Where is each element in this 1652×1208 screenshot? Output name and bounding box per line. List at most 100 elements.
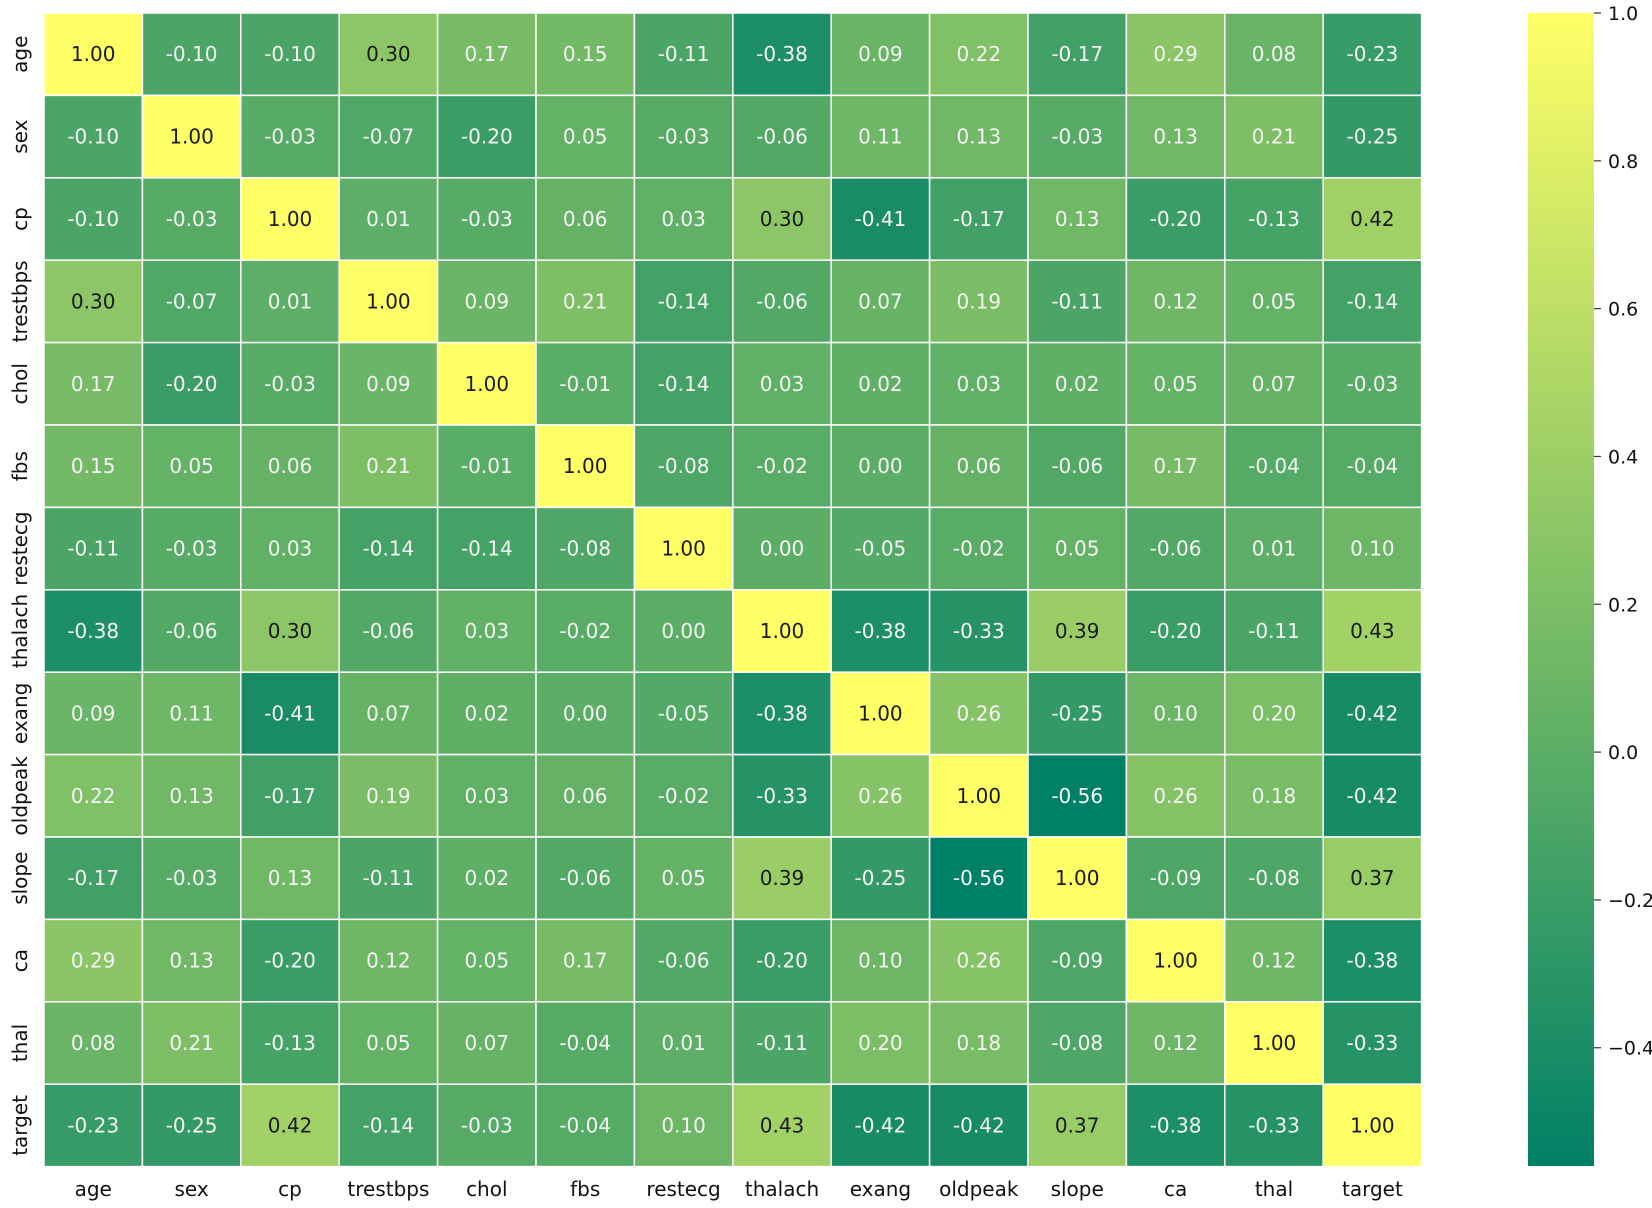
heatmap-cell: [240, 424, 340, 509]
heatmap-cell-value: -0.17: [953, 207, 1005, 231]
heatmap-cell: [1027, 341, 1128, 426]
heatmap-cell: [240, 177, 340, 261]
heatmap-cell-value: -0.14: [1347, 289, 1399, 313]
heatmap-cell-value: -0.42: [1347, 701, 1399, 725]
heatmap-cell: [633, 671, 734, 756]
heatmap-cell-value: -0.56: [953, 866, 1005, 890]
heatmap-cell-value: 0.00: [661, 619, 706, 643]
heatmap-cell: [43, 753, 144, 838]
heatmap-cell-value: 0.21: [563, 289, 608, 313]
heatmap-cell: [1322, 259, 1423, 344]
colorbar: [1528, 13, 1594, 1166]
y-tick-label: fbs: [8, 451, 32, 481]
heatmap-cell-value: 0.05: [1153, 372, 1198, 396]
colorbar-tick-labels: 1.0 0.8 0.6 0.4 0.2 0.0 −0.2 −0.4: [1594, 3, 1652, 1060]
heatmap-cell: [436, 259, 537, 344]
heatmap-cell: [338, 94, 439, 179]
heatmap-cell-value: 0.18: [957, 1031, 1002, 1055]
heatmap-cell: [830, 1083, 931, 1168]
heatmap-cell: [240, 753, 340, 838]
colorbar-tick-label: 0.2: [1608, 594, 1638, 616]
heatmap-cell-value: 0.39: [1055, 619, 1100, 643]
heatmap-cell: [830, 753, 931, 838]
colorbar-tick-label: 1.0: [1608, 3, 1638, 25]
heatmap-cell-value: 0.03: [268, 537, 313, 561]
x-tick-label: exang: [850, 1177, 911, 1201]
heatmap-cell-value: -0.23: [1347, 42, 1399, 66]
heatmap-cell: [1125, 836, 1226, 921]
heatmap-cell-value: 0.05: [169, 454, 214, 478]
heatmap-cell: [1125, 1083, 1226, 1168]
y-tick-label: cp: [8, 207, 32, 231]
heatmap-cell-value: 0.08: [1252, 42, 1297, 66]
heatmap-cell-value: 1.00: [169, 125, 214, 149]
heatmap-cell-value: 1.00: [366, 289, 411, 313]
heatmap-cell: [732, 94, 832, 179]
heatmap-cell-value: 0.05: [1252, 289, 1297, 313]
heatmap-cell-value: -0.33: [756, 784, 808, 808]
heatmap-cell: [338, 671, 439, 756]
heatmap-cell: [1322, 94, 1423, 179]
heatmap-cell-value: 0.18: [1252, 784, 1297, 808]
heatmap-cell: [928, 671, 1029, 756]
heatmap-cell-value: 0.29: [71, 949, 116, 973]
heatmap-cell: [338, 259, 439, 344]
heatmap-cell: [1125, 671, 1226, 756]
heatmap-cell-value: 0.00: [760, 537, 805, 561]
heatmap-cell-value: -0.38: [1150, 1113, 1202, 1137]
colorbar-tick-label: 0.8: [1608, 151, 1638, 173]
heatmap-cell-value: 0.37: [1350, 866, 1395, 890]
heatmap-cell-value: 0.13: [268, 866, 313, 890]
heatmap-cell-value: 0.29: [1153, 42, 1198, 66]
heatmap-cell-value: 0.03: [760, 372, 805, 396]
heatmap-cell: [928, 589, 1029, 673]
heatmap-cell-value: -0.14: [363, 1113, 415, 1137]
heatmap-cell: [436, 341, 537, 426]
heatmap-cell-value: 0.19: [957, 289, 1002, 313]
heatmap-cell-value: -0.08: [559, 537, 611, 561]
heatmap-cell-value: 0.03: [465, 784, 510, 808]
heatmap-cell-value: -0.41: [264, 701, 316, 725]
heatmap-cell-value: 0.03: [957, 372, 1002, 396]
heatmap-cell-value: -0.11: [1051, 289, 1103, 313]
y-tick-label: sex: [8, 119, 32, 153]
heatmap-cell: [43, 12, 144, 97]
heatmap-cell: [436, 836, 537, 921]
heatmap-cell: [338, 589, 439, 673]
heatmap-cell: [535, 94, 636, 179]
heatmap-cell: [43, 1083, 144, 1168]
heatmap-cell: [436, 94, 537, 179]
heatmap-cell: [928, 341, 1029, 426]
heatmap-cell: [633, 1083, 734, 1168]
heatmap-cell-value: 0.17: [465, 42, 510, 66]
heatmap-cell-value: -0.33: [953, 619, 1005, 643]
heatmap-cell-value: -0.08: [658, 454, 710, 478]
heatmap-cell: [436, 753, 537, 838]
heatmap-cell-value: 0.02: [1055, 372, 1100, 396]
heatmap-cell-value: -0.11: [67, 537, 119, 561]
heatmap-cell-value: -0.25: [855, 866, 907, 890]
heatmap-cell-value: -0.17: [1051, 42, 1103, 66]
heatmap-cell-value: -0.38: [67, 619, 119, 643]
heatmap-cell: [43, 918, 144, 1003]
x-tick-label: thal: [1255, 1177, 1293, 1201]
x-axis-tick-labels: age sex cp trestbps chol fbs restecg thalach exa…: [75, 1177, 1403, 1201]
heatmap-cell-value: 0.06: [268, 454, 313, 478]
heatmap-cell: [1322, 341, 1423, 426]
heatmap-cell: [436, 506, 537, 591]
heatmap-cell: [1322, 753, 1423, 838]
heatmap-cell: [1322, 177, 1423, 261]
heatmap-cell-value: -0.25: [166, 1113, 218, 1137]
heatmap-cell-value: 0.11: [858, 125, 903, 149]
heatmap-cell-value: -0.38: [855, 619, 907, 643]
heatmap-cell: [732, 259, 832, 344]
heatmap-cell-value: 0.06: [563, 207, 608, 231]
heatmap-cell-value: -0.20: [166, 372, 218, 396]
heatmap-cell-value: 0.19: [366, 784, 411, 808]
heatmap-cell-value: -0.06: [658, 949, 710, 973]
heatmap-cell: [1125, 259, 1226, 344]
y-axis-tick-labels: age sex cp trestbps chol fbs restecg thalach exa…: [8, 36, 32, 1156]
heatmap-cell-value: -0.14: [461, 537, 513, 561]
heatmap-cell-value: 0.02: [858, 372, 903, 396]
